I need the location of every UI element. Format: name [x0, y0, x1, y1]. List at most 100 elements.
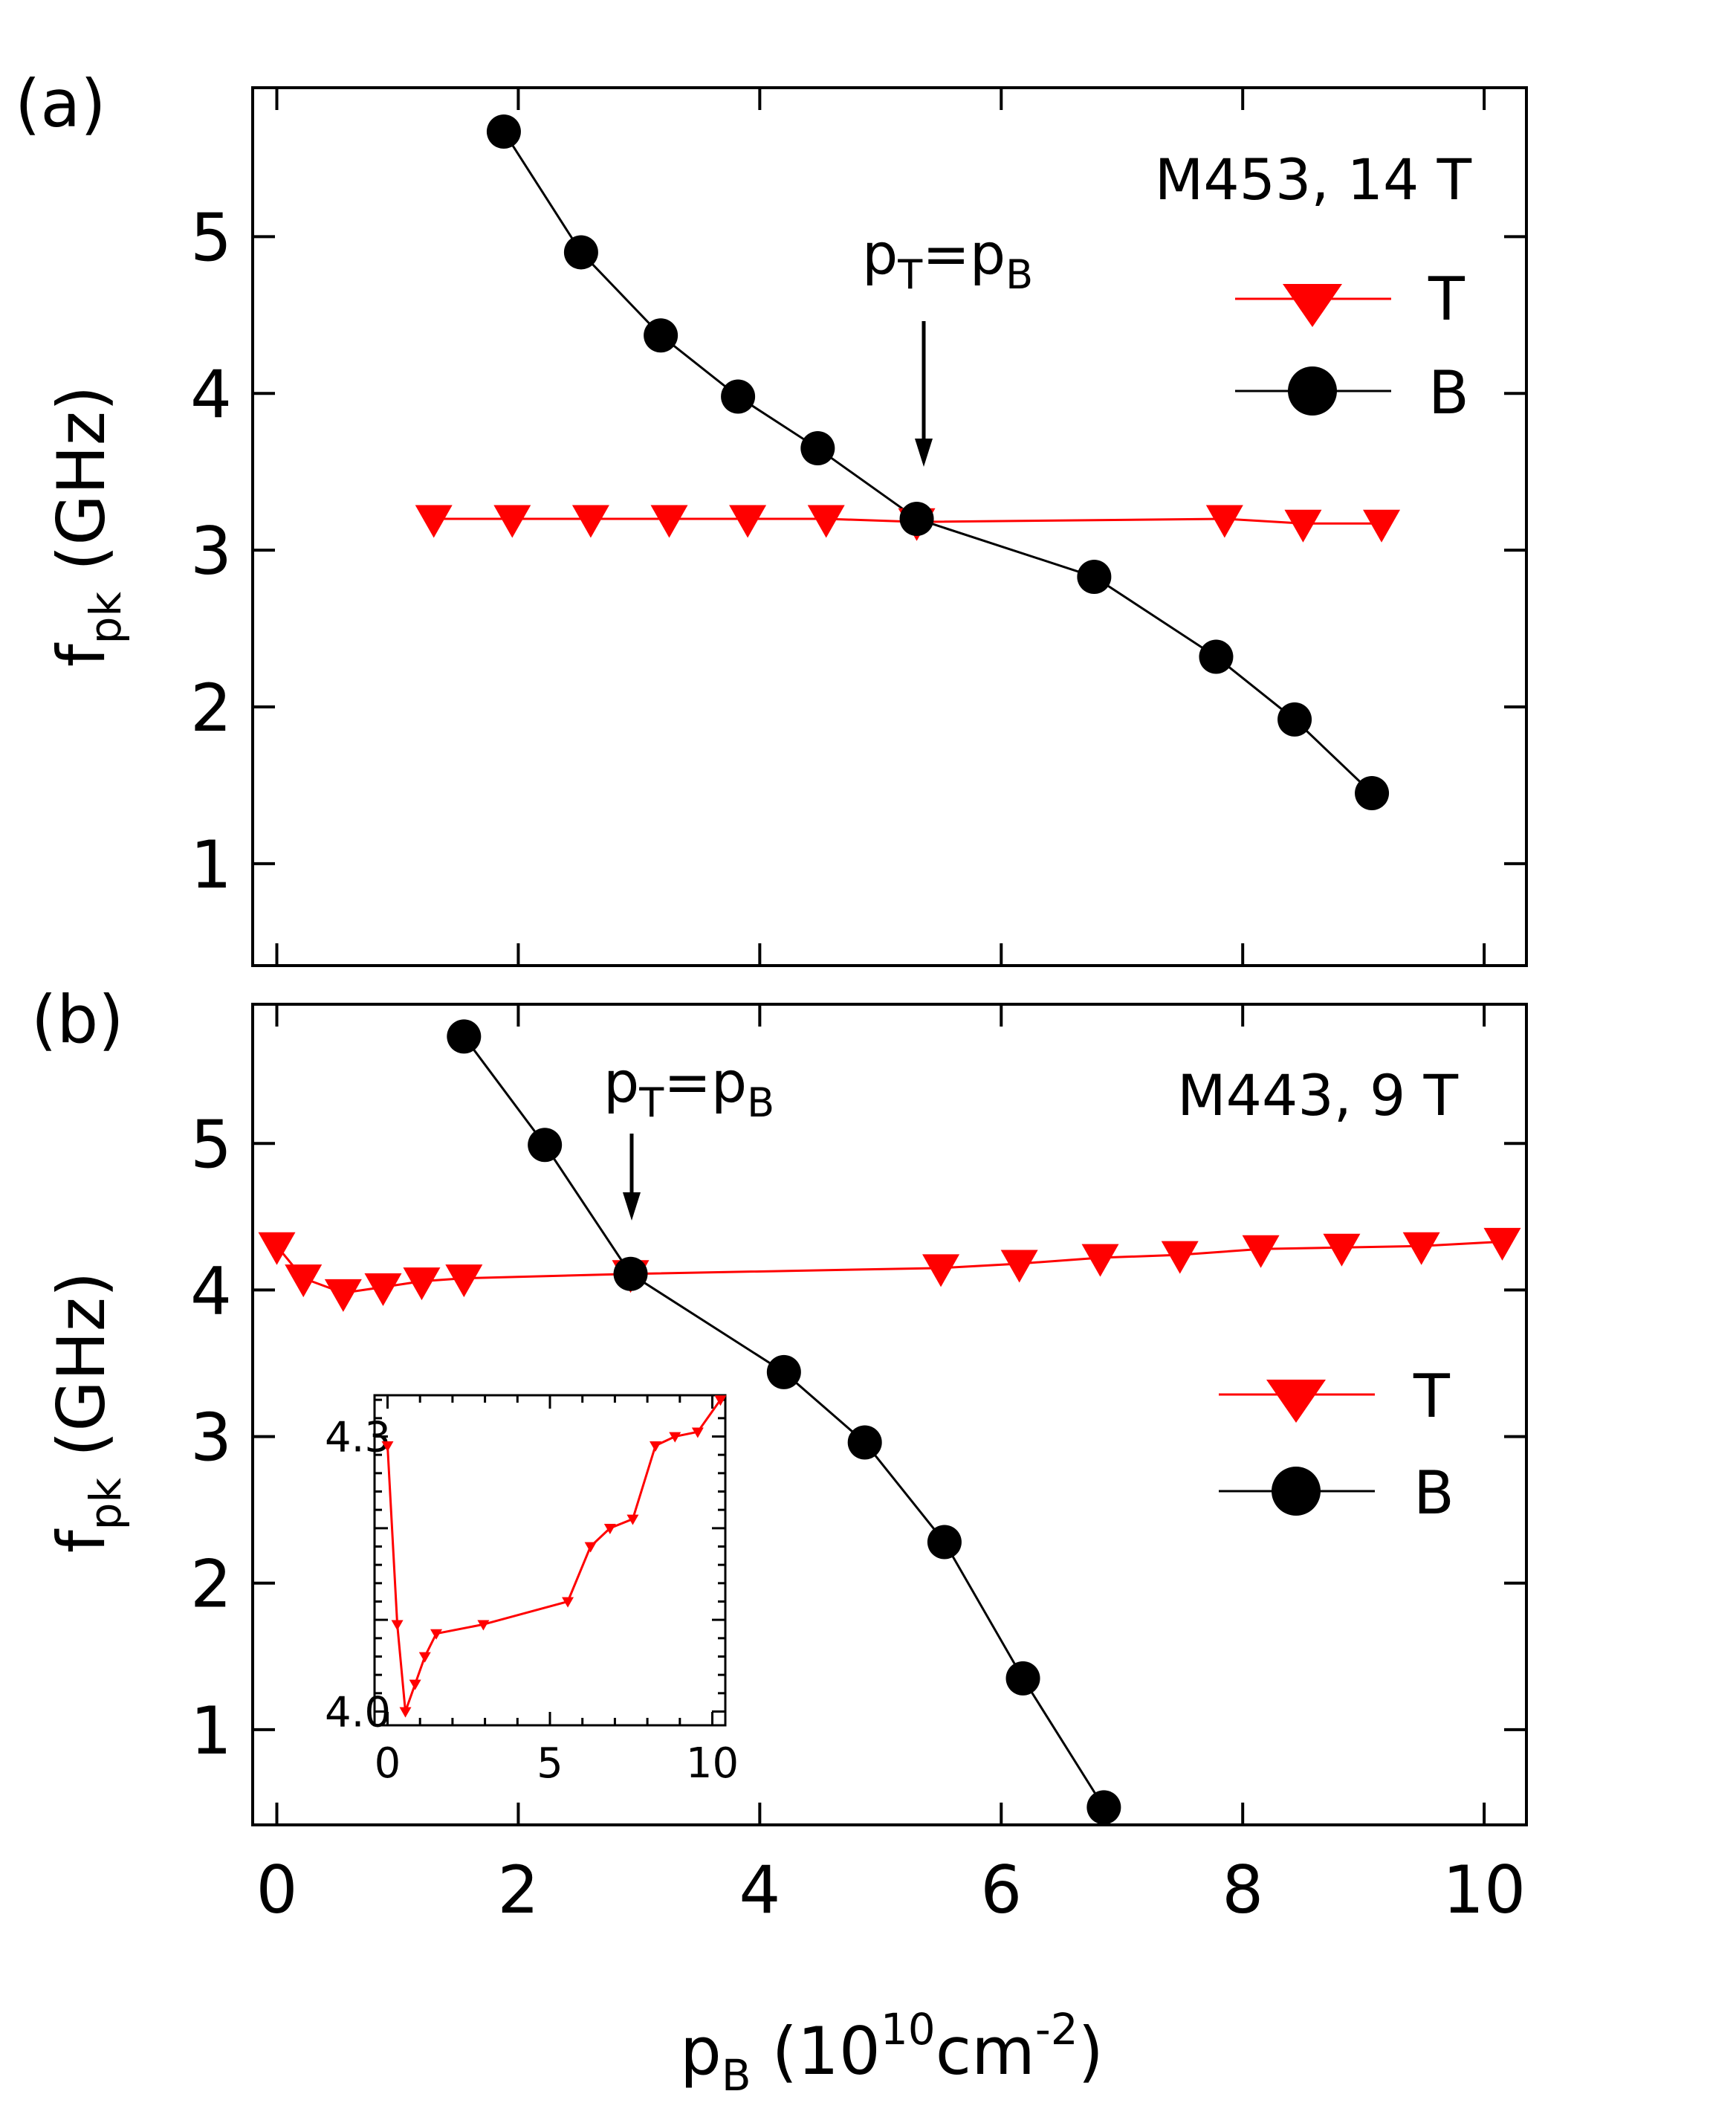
a-B-point — [899, 501, 934, 536]
b-T-point — [364, 1273, 402, 1307]
panel-b-ylabel-sub: pk — [80, 1477, 131, 1530]
a-B-point — [644, 318, 678, 353]
a-series-B-line — [502, 131, 1373, 795]
b-xtick-label: 10 — [1442, 1852, 1526, 1928]
a-B-point — [1277, 702, 1312, 737]
a-B-point — [1199, 639, 1234, 674]
b-T-point — [258, 1232, 296, 1265]
a-ytick-label: 5 — [190, 199, 232, 276]
panel-b-markers — [258, 1019, 1521, 1825]
b-T-point — [1323, 1233, 1361, 1267]
a-B-point — [486, 114, 521, 149]
b-T-point — [1081, 1244, 1119, 1277]
panel-b-legend-circle-marker — [1272, 1467, 1321, 1516]
b-ytick-label: 3 — [190, 1400, 232, 1476]
b-xtick-label: 4 — [739, 1852, 780, 1928]
inset-T-point — [381, 1441, 394, 1452]
b-T-point — [1242, 1235, 1280, 1268]
inset-T-point — [691, 1427, 704, 1438]
panel-b-legend-T: T — [1413, 1362, 1451, 1431]
inset: 4.0 4.3 0 5 10 — [325, 1394, 739, 1788]
a-series-T-line — [433, 517, 1382, 525]
panel-a-legend-triangle-marker — [1283, 284, 1342, 327]
a-B-point — [721, 379, 756, 414]
panel-a-legend: T B — [1235, 265, 1469, 427]
panel-b-frame — [251, 1003, 1528, 1826]
a-T-point — [493, 505, 531, 538]
b-B-point — [847, 1425, 882, 1460]
b-B-point — [766, 1354, 801, 1389]
panel-a-sample-label: M453, 14 T — [1155, 146, 1472, 213]
panel-b-ylabel: fpk (GHz) — [43, 1272, 131, 1554]
inset-T-point — [584, 1542, 597, 1553]
a-T-point — [729, 505, 767, 538]
inset-T-point — [418, 1652, 431, 1663]
panel-a-ticks — [253, 88, 1526, 966]
b-B-point — [1005, 1661, 1040, 1696]
panel-b-legend-triangle-marker — [1266, 1380, 1326, 1423]
inset-ytick-labels: 4.0 4.3 — [325, 1414, 391, 1737]
a-ytick-label: 4 — [190, 356, 232, 433]
b-T-point — [324, 1279, 362, 1312]
x-axis-label: pB (1010cm-2) — [680, 2004, 1104, 2101]
b-xtick-label: 2 — [497, 1852, 539, 1928]
panel-b-sample-label: M443, 9 T — [1177, 1062, 1458, 1128]
inset-T-point — [391, 1620, 404, 1631]
inset-T-point — [714, 1395, 727, 1406]
xlabel-mid: (10 — [751, 2013, 881, 2090]
b-ytick-label: 1 — [190, 1693, 232, 1769]
b-xtick-label: 6 — [980, 1852, 1022, 1928]
b-ytick-label: 2 — [190, 1546, 232, 1623]
xlabel-sup2: -2 — [1035, 2004, 1078, 2055]
b-T-point — [403, 1267, 441, 1301]
inset-T-point — [669, 1432, 681, 1443]
a-T-point — [415, 505, 453, 538]
inset-T-point — [650, 1441, 662, 1452]
panel-a-ylabel: fpk (GHz) — [43, 386, 131, 668]
b-B-point — [1086, 1790, 1121, 1825]
b-T-point — [445, 1264, 483, 1298]
panel-b-ticks — [253, 1004, 1526, 1825]
inset-T-point — [399, 1707, 412, 1718]
panel-b-annotation-base: p — [603, 1049, 639, 1115]
panel-b-crossing-arrow — [623, 1134, 641, 1221]
xlabel-unit: cm — [936, 2013, 1035, 2090]
panel-b-crossing-annotation: pT=pB — [603, 1049, 774, 1126]
panel-b-ytick-labels: 1 2 3 4 5 — [190, 1106, 232, 1769]
panel-a-frame — [251, 86, 1528, 967]
inset-T-point — [562, 1597, 574, 1608]
a-B-point — [563, 235, 598, 270]
a-T-point — [1205, 505, 1243, 538]
xlabel-sub: B — [722, 2050, 751, 2101]
b-T-point — [922, 1254, 960, 1287]
inset-ytick-label: 4.0 — [325, 1689, 391, 1737]
panel-a-legend-T: T — [1428, 265, 1465, 334]
a-ytick-label: 3 — [190, 513, 232, 589]
a-T-point — [807, 505, 845, 538]
panel-b-annotation-sub1: T — [638, 1079, 664, 1126]
a-T-point — [1363, 509, 1401, 543]
b-T-point — [285, 1264, 323, 1298]
panel-a-crossing-arrow — [915, 321, 933, 467]
inset-T-point — [603, 1523, 616, 1534]
panel-a-ylabel-sub: pk — [80, 591, 131, 644]
a-B-point — [800, 431, 835, 466]
panel-a-annotation-sub1: T — [897, 251, 923, 298]
inset-ytick-label: 4.3 — [325, 1414, 391, 1462]
inset-T-point — [477, 1620, 490, 1631]
b-T-point — [1161, 1241, 1199, 1274]
b-B-point — [927, 1525, 962, 1560]
panel-b-ylabel-rest: (GHz) — [43, 1272, 120, 1478]
panel-b-xtick-labels: 0 2 4 6 8 10 — [256, 1852, 1526, 1928]
panel-a-label: (a) — [15, 65, 106, 142]
a-ytick-label: 2 — [190, 670, 232, 746]
panel-a-markers — [415, 114, 1401, 811]
panel-a-annotation-mid: =p — [922, 221, 1005, 287]
b-xtick-label: 8 — [1222, 1852, 1263, 1928]
b-B-point — [447, 1019, 482, 1054]
inset-markers — [381, 1395, 727, 1718]
xlabel-sup1: 10 — [881, 2004, 936, 2055]
